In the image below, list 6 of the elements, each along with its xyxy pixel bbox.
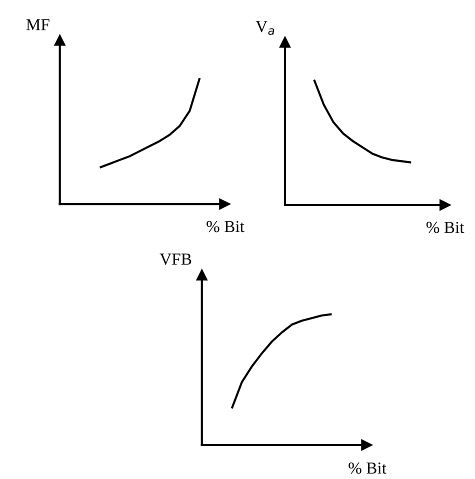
y-axis-title: VFB xyxy=(160,254,192,265)
x-axis-title: % Bit xyxy=(348,462,386,474)
y-axis-title: MF xyxy=(26,19,50,30)
x-axis-title: % Bit xyxy=(206,220,244,232)
x-axis-title: % Bit xyxy=(426,222,464,234)
y-axis-title: V$_{a}$ xyxy=(256,21,274,35)
